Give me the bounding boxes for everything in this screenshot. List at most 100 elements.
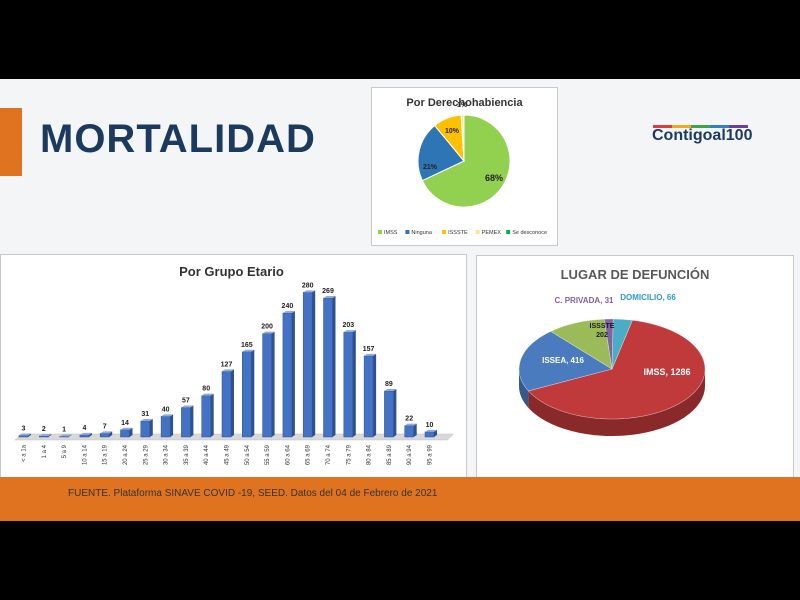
tick-label: 50 a 54 [245, 444, 251, 465]
tick-label: 95 a 99 [428, 444, 434, 465]
data-label: 4 [82, 425, 86, 432]
bar-top [242, 349, 255, 352]
tick-label: 5 a 9 [62, 444, 68, 458]
grupo-etario-bar-chart: 3 < a 1a 2 1 a 4 1 5 a 9 4 10 a 14 7 15 a 19 14 20 … [14, 282, 454, 465]
bar-top [19, 433, 31, 436]
bar-side [170, 414, 174, 437]
tick-label: 80 a 84 [367, 444, 373, 465]
bar-side [291, 311, 295, 437]
tick-label: 40 a 44 [204, 444, 210, 465]
data-label: ISSSTE [590, 323, 615, 330]
slide: MORTALIDAD Contigoal100 Por Derechohabie… [0, 79, 800, 521]
tick-label: 70 a 74 [326, 444, 332, 465]
legend-entry: Se desconoce [512, 230, 547, 236]
data-label: ISSEA, 416 [542, 356, 584, 365]
data-label: 203 [342, 322, 354, 329]
bar-side [129, 427, 133, 437]
pie-side-issea [519, 369, 529, 408]
tick-label: 20 a 24 [123, 444, 129, 465]
data-label: 280 [302, 282, 314, 289]
tick-label: 85 a 89 [387, 444, 393, 465]
bar-top [120, 427, 133, 430]
derechohabiencia-chart-panel: Por Derechohabiencia 68% 21% 10% 1% IMSS Ning… [371, 87, 558, 246]
pie-slice-issea [518, 331, 613, 392]
data-label: 202 [596, 332, 608, 339]
bar-85-a-89 [384, 390, 394, 438]
bar-5-a-9 [59, 436, 69, 438]
legend-swatch [475, 230, 480, 234]
bar-top [282, 311, 295, 313]
brand-logo-main: Contigo [652, 127, 713, 144]
bar-65-a-69 [302, 292, 313, 438]
bar-side [28, 433, 31, 437]
data-label: 7 [103, 423, 107, 430]
pie-slice-domicilio [611, 318, 633, 370]
data-label: 165 [241, 342, 253, 349]
bar-top [222, 369, 234, 372]
brand-logo-sub: al100 [712, 127, 753, 144]
bar-35-a-39 [181, 407, 191, 438]
grupo-etario-chart-panel: Por Grupo Etario 3 < a 1a 2 1 a 4 1 5 a 9 4 10 … [0, 254, 467, 479]
bar-top [323, 296, 336, 299]
data-label: 3 [22, 425, 26, 432]
bar-top [262, 331, 275, 334]
bar-side [149, 418, 153, 437]
data-label: 10% [445, 128, 460, 135]
legend-swatch [442, 230, 447, 234]
data-label: 240 [282, 303, 294, 310]
tick-label: 1 a 4 [42, 444, 48, 458]
legend-swatch [506, 230, 511, 234]
tick-label: 30 a 34 [164, 444, 170, 465]
chart-title: Por Grupo Etario [179, 264, 284, 279]
bar-55-a-59 [262, 333, 272, 438]
data-label: IMSS, 1286 [643, 367, 690, 377]
bar-25-a-29 [140, 420, 151, 438]
tick-label: 55 a 59 [265, 444, 271, 465]
lugar-defuncion-chart-panel: LUGAR DE DEFUNCIÓN IMSS, 1286 ISSEA, 416 I… [476, 255, 794, 479]
bar-30-a-34 [160, 416, 171, 438]
orange-accent-bar [0, 108, 22, 176]
brand-logo: Contigoal100 [652, 127, 752, 145]
bar-top [404, 423, 417, 426]
data-label: 22 [405, 416, 413, 423]
bar-top [140, 418, 153, 421]
bar-side [48, 433, 52, 437]
legend-entry: PEMEX [482, 230, 502, 236]
bar-80-a-84 [363, 355, 374, 438]
source-note: FUENTE. Plataforma SINAVE COVID -19, SEE… [68, 488, 438, 499]
legend-swatch [378, 230, 382, 234]
bar-side [251, 349, 255, 437]
bar-10-a-14 [79, 434, 90, 438]
bar-top [39, 433, 52, 436]
data-label: 269 [322, 288, 334, 295]
bar-side [312, 290, 316, 437]
tick-label: 60 a 64 [285, 444, 291, 465]
pie-slice-imss [527, 319, 706, 420]
bar-top [425, 429, 437, 432]
data-label: 68% [485, 173, 503, 183]
data-label: 14 [121, 420, 129, 427]
bar-a-1a [18, 435, 29, 438]
bar-50-a-54 [242, 351, 252, 438]
pie-side-imss [528, 369, 705, 436]
legend-entry: IMSS [384, 230, 398, 236]
bar-side [210, 393, 214, 437]
bar-side [434, 429, 437, 437]
tick-label: 15 a 19 [103, 444, 109, 465]
data-label: 1 [62, 426, 66, 433]
data-label: 157 [363, 346, 375, 353]
derechohabiencia-pie-chart: 68% 21% 10% 1% IMSS Ninguna ISSSTE PEMEX Se desc… [378, 102, 547, 236]
brand-color-stripe [653, 125, 748, 128]
bar-15-a-19 [99, 433, 110, 438]
tick-label: < a 1a [22, 444, 28, 462]
lugar-defuncion-pie-chart: IMSS, 1286 ISSEA, 416 ISSSTE 202 C. PRIVADA,… [518, 293, 706, 436]
data-label: C. PRIVADA, 31 [555, 296, 615, 305]
bar-side [109, 431, 113, 437]
pie-slice-pemex [460, 114, 465, 162]
tick-label: 25 a 29 [143, 444, 149, 465]
pie-slice-imss [421, 114, 511, 208]
data-label: 80 [202, 386, 210, 393]
legend-entry: ISSSTE [448, 230, 468, 236]
bar-90-a-94 [404, 425, 414, 438]
bar-70-a-74 [323, 297, 333, 438]
